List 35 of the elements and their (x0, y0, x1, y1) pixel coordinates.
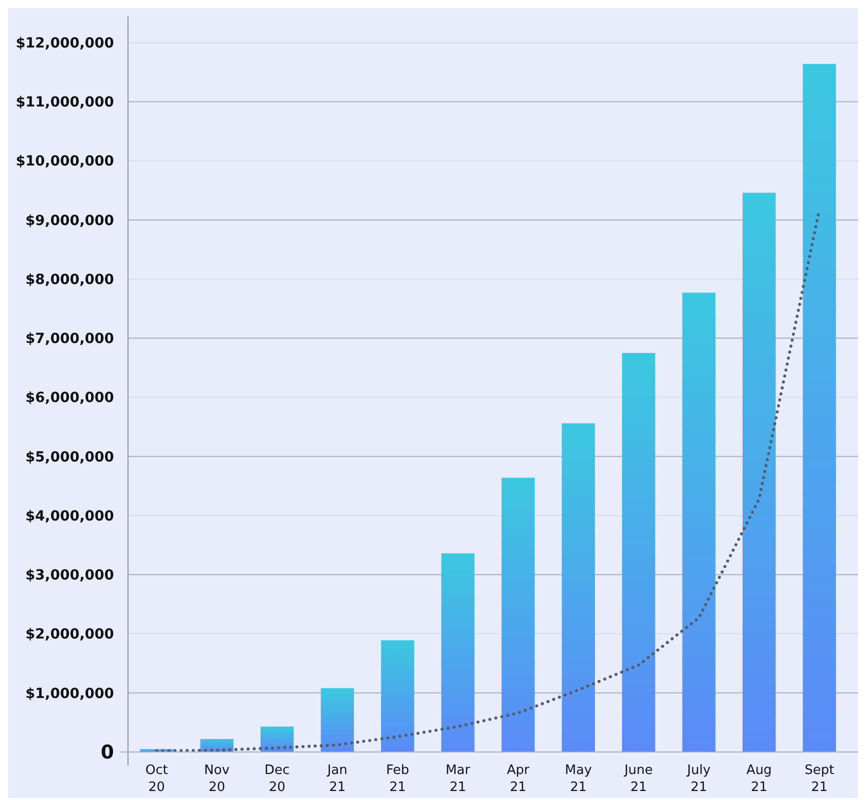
x-tick-label: Oct 20 (145, 763, 168, 795)
x-tick-label: June 21 (623, 763, 653, 795)
y-tick-label: $12,000,000 (16, 36, 114, 52)
bar (320, 688, 354, 752)
y-tick-label: $4,000,000 (25, 508, 114, 524)
x-tick-label: Apr 21 (506, 763, 530, 795)
y-tick-label: $7,000,000 (25, 331, 114, 348)
bar (381, 640, 414, 752)
y-tick-label: $6,000,000 (25, 390, 114, 406)
x-tick-label: Nov 20 (204, 763, 230, 795)
bar (562, 423, 595, 752)
y-tick-label: $3,000,000 (25, 568, 114, 584)
y-tick-label: $8,000,000 (25, 272, 114, 288)
bar (622, 352, 656, 752)
bar (260, 726, 294, 752)
y-tick-label: 0 (100, 742, 114, 764)
y-tick-label: $5,000,000 (25, 449, 114, 466)
bar (682, 292, 716, 752)
y-tick-label: $10,000,000 (16, 154, 114, 170)
x-tick-label: Feb 21 (386, 763, 410, 795)
bar (802, 64, 836, 752)
bar (742, 192, 776, 752)
x-tick-label: July 21 (686, 763, 711, 795)
bar (502, 478, 535, 752)
y-tick-label: $1,000,000 (25, 686, 114, 702)
x-tick-label: May 21 (564, 763, 592, 795)
y-tick-label: $11,000,000 (16, 94, 114, 111)
y-tick-label: $9,000,000 (25, 212, 114, 229)
bar (441, 553, 474, 752)
y-tick-label: $2,000,000 (25, 626, 114, 643)
x-tick-label: Dec 20 (264, 763, 290, 795)
x-tick-label: Sept 21 (804, 763, 834, 795)
x-tick-label: Aug 21 (746, 763, 772, 795)
x-tick-label: Mar 21 (446, 763, 471, 795)
x-tick-label: Jan 21 (326, 763, 348, 795)
